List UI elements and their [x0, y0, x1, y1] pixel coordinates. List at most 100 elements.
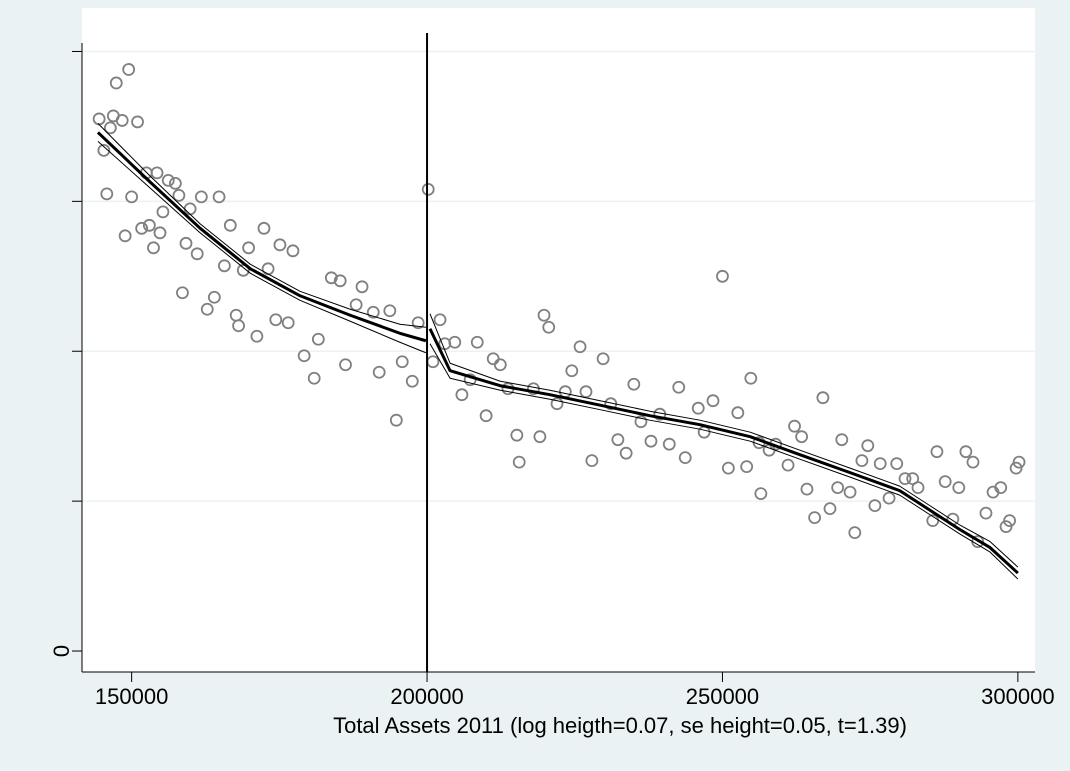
x-tick-label: 150000	[95, 684, 168, 709]
point	[131, 115, 144, 129]
point	[479, 409, 493, 423]
point	[744, 371, 758, 385]
x-axis-title: Total Assets 2011 (log heigth=0.07, se h…	[333, 713, 907, 738]
point	[672, 380, 686, 394]
point	[200, 302, 214, 316]
point	[176, 286, 189, 300]
point	[194, 190, 208, 204]
point	[103, 121, 117, 135]
fit-line	[97, 141, 427, 354]
point	[706, 394, 720, 408]
point	[979, 506, 993, 520]
point	[297, 349, 311, 363]
point	[868, 499, 882, 513]
point	[470, 335, 484, 349]
point	[97, 143, 111, 157]
point	[207, 290, 221, 304]
point	[250, 329, 264, 343]
point	[966, 455, 980, 469]
point	[115, 114, 129, 127]
point	[611, 433, 625, 447]
point	[372, 365, 386, 379]
point	[890, 457, 904, 471]
point	[395, 355, 409, 369]
point	[411, 316, 425, 330]
x-tick-label: 250000	[686, 684, 759, 709]
point	[212, 190, 226, 204]
point	[691, 401, 705, 415]
point	[959, 445, 973, 459]
point	[721, 461, 735, 475]
point	[512, 455, 526, 469]
point	[383, 304, 397, 318]
point	[355, 280, 369, 294]
point	[433, 313, 447, 327]
point	[448, 335, 462, 349]
point	[898, 472, 912, 486]
point	[156, 205, 170, 219]
point	[333, 274, 347, 288]
point	[627, 377, 641, 391]
point	[455, 388, 469, 402]
point	[100, 187, 114, 201]
point	[122, 63, 136, 76]
point	[421, 182, 435, 196]
point	[150, 166, 164, 180]
point	[911, 481, 925, 495]
point	[269, 313, 283, 327]
point	[800, 482, 814, 496]
point	[678, 451, 692, 465]
point	[848, 526, 862, 540]
y-tick-label: 0	[49, 645, 74, 657]
fit-line	[428, 328, 1019, 575]
point	[190, 247, 204, 261]
point	[843, 485, 857, 499]
point	[952, 481, 966, 495]
point	[873, 457, 887, 471]
point	[740, 460, 754, 474]
point	[286, 244, 300, 258]
point	[795, 430, 809, 444]
point	[634, 415, 648, 429]
point	[882, 491, 896, 505]
point	[389, 413, 403, 427]
point	[142, 218, 156, 232]
point	[823, 502, 837, 516]
point	[349, 298, 363, 312]
x-tick-label: 200000	[390, 684, 463, 709]
point	[179, 236, 193, 250]
point	[938, 475, 952, 489]
fit-line	[96, 131, 427, 343]
x-tick-label: 300000	[981, 684, 1054, 709]
point	[754, 487, 768, 501]
point	[257, 221, 271, 235]
point	[835, 433, 849, 447]
point	[366, 305, 380, 319]
point	[324, 271, 338, 285]
point	[339, 358, 352, 372]
fit-line	[429, 313, 1019, 568]
point	[579, 385, 593, 399]
point	[1003, 514, 1016, 528]
point	[273, 238, 287, 252]
point	[831, 481, 845, 495]
point	[585, 454, 599, 468]
point	[537, 308, 551, 322]
point	[808, 511, 822, 525]
point	[716, 269, 729, 283]
point	[168, 176, 182, 190]
point	[493, 358, 507, 372]
point	[855, 454, 869, 468]
point	[172, 188, 186, 202]
point	[135, 221, 149, 235]
point	[731, 406, 745, 420]
point	[510, 428, 524, 442]
point	[542, 320, 556, 334]
point	[644, 434, 658, 448]
point	[788, 419, 801, 433]
point	[161, 173, 175, 187]
point	[533, 430, 547, 444]
point	[596, 352, 610, 366]
